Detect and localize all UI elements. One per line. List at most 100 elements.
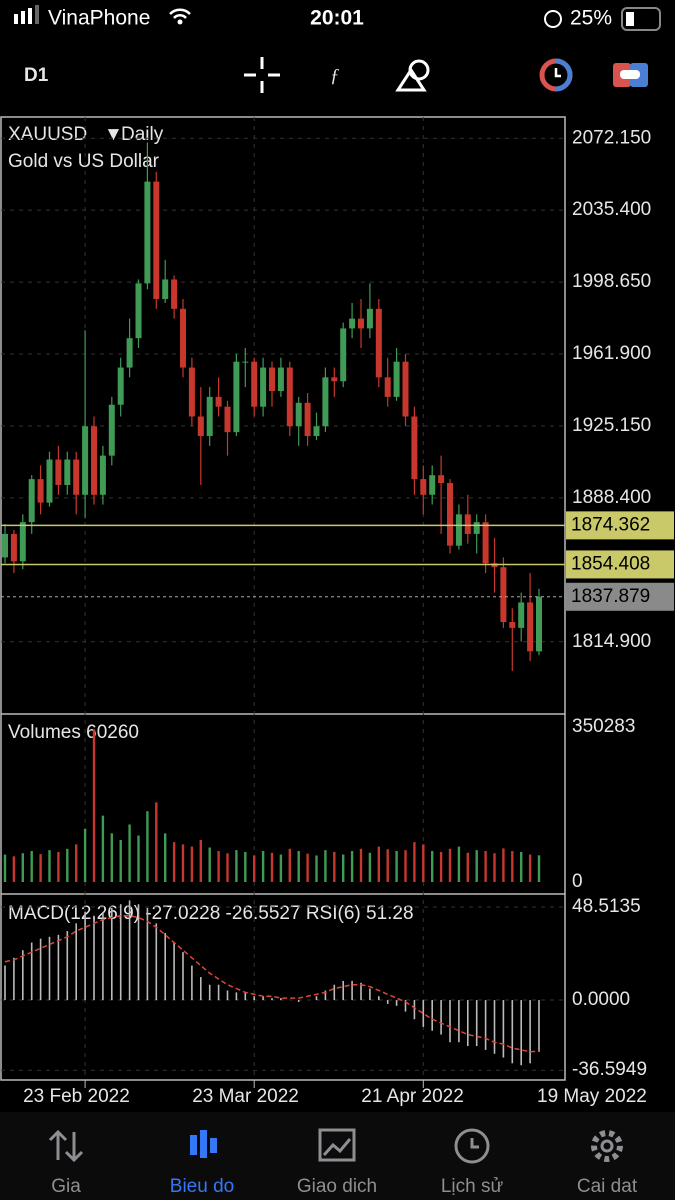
macd-histogram-bar xyxy=(386,1000,389,1004)
volume-bar xyxy=(137,835,140,882)
volume-bar xyxy=(244,851,247,882)
candle-body xyxy=(55,459,62,485)
macd-histogram-bar xyxy=(395,1000,398,1006)
candle-body xyxy=(384,377,391,397)
volume-bar xyxy=(386,849,389,882)
candle-body xyxy=(260,367,267,407)
volume-bar xyxy=(199,839,202,882)
volume-bar xyxy=(83,828,87,882)
macd-histogram-bar xyxy=(369,988,371,1001)
macd-histogram-bar xyxy=(342,980,344,1001)
date-label: 19 May 2022 xyxy=(537,1086,647,1107)
macd-title: MACD(12,26,9) -27.0228 -26.5527 RSI(6) 5… xyxy=(8,903,414,924)
macd-histogram-bar xyxy=(538,1000,540,1052)
crosshair-icon[interactable] xyxy=(244,57,280,93)
volume-bar xyxy=(537,855,541,882)
volume-bar xyxy=(12,856,16,882)
macd-histogram-bar xyxy=(413,1000,416,1020)
volume-bar xyxy=(395,851,398,882)
volume-bar xyxy=(39,854,42,882)
current-price-tag xyxy=(566,582,674,611)
candle-body xyxy=(269,367,275,392)
candle-body xyxy=(28,479,35,523)
volume-bar xyxy=(208,847,211,882)
volume-tick-label: 350283 xyxy=(572,716,635,737)
volume-bar xyxy=(75,844,78,882)
candle-body xyxy=(482,522,489,564)
macd-histogram-bar xyxy=(253,996,255,1001)
timeframe-button[interactable]: D1 xyxy=(24,65,49,86)
macd-histogram-bar xyxy=(128,900,131,1001)
macd-histogram-bar xyxy=(84,911,86,1001)
macd-histogram-bar xyxy=(164,932,166,1001)
toolbar: D1 ƒ xyxy=(24,57,648,93)
candle-body xyxy=(358,318,364,329)
macd-histogram-bar xyxy=(208,984,211,1001)
indicators-icon[interactable]: ƒ xyxy=(330,65,340,86)
volume-bar xyxy=(342,854,345,882)
candle-body xyxy=(10,533,17,562)
candle-body xyxy=(188,367,195,417)
objects-icon[interactable] xyxy=(395,59,430,92)
bottom-nav xyxy=(0,1112,675,1200)
one-click-icon[interactable] xyxy=(539,58,573,92)
volume-bar xyxy=(306,853,309,882)
macd-histogram-bar xyxy=(404,1000,407,1012)
macd-histogram-bar xyxy=(378,996,380,1001)
candle-body xyxy=(536,596,542,652)
macd-histogram-bar xyxy=(22,950,24,1001)
price-tick-label: 2072.150 xyxy=(572,127,651,148)
nav-tab[interactable]: Giao dich xyxy=(297,1176,377,1197)
current-price-label: 1837.879 xyxy=(571,586,650,607)
symbol[interactable]: XAUUSD xyxy=(8,124,87,145)
candle-body xyxy=(447,483,453,546)
nav-tab[interactable]: Cai dat xyxy=(577,1176,638,1197)
volume-tick-label: 0 xyxy=(572,871,583,892)
candle-body xyxy=(117,367,124,405)
volume-bar xyxy=(128,824,131,882)
candle-body xyxy=(153,181,160,300)
volume-bar xyxy=(422,844,425,882)
candle-body xyxy=(286,367,293,427)
clock: 20:01 xyxy=(310,7,364,30)
candle-body xyxy=(366,308,373,329)
macd-histogram-bar xyxy=(440,1000,442,1035)
volume-bar xyxy=(315,855,318,882)
volume-bar xyxy=(297,851,300,882)
volume-bar xyxy=(448,848,452,882)
macd-histogram-bar xyxy=(502,1000,505,1058)
macd-histogram-bar xyxy=(484,1000,487,1050)
volume-bar xyxy=(164,833,167,882)
volume-bar xyxy=(466,852,469,882)
symbol-description: Gold vs US Dollar xyxy=(8,151,160,172)
nav-tab[interactable]: Bieu do xyxy=(170,1176,234,1197)
volume-bar xyxy=(101,815,105,882)
candle-body xyxy=(473,522,480,534)
candle-body xyxy=(411,416,418,480)
macd-histogram-bar xyxy=(324,990,327,1001)
trade-icon[interactable] xyxy=(613,63,648,87)
volume-bar xyxy=(226,853,229,882)
candle-body xyxy=(144,181,151,284)
candle-body xyxy=(135,283,142,339)
macd-histogram-bar xyxy=(39,938,42,1001)
volume-bar xyxy=(439,851,443,882)
candle-body xyxy=(37,479,44,503)
volume-bar xyxy=(172,842,176,882)
candle-body xyxy=(464,514,471,534)
price-tick-label: 2035.400 xyxy=(572,199,651,220)
candle-body xyxy=(108,404,115,456)
macd-tick-label: 48.5135 xyxy=(572,896,641,917)
nav-tab[interactable]: Gia xyxy=(51,1176,81,1197)
volume-bar xyxy=(48,850,51,882)
nav-tab[interactable]: Lịch sử xyxy=(441,1176,504,1197)
macd-signal-line xyxy=(4,914,540,1053)
macd-histogram-bar xyxy=(155,923,158,1001)
candle-body xyxy=(224,406,231,433)
candle-body xyxy=(349,318,356,329)
macd-histogram-bar xyxy=(182,952,184,1001)
macd-histogram-bar xyxy=(57,934,60,1001)
candle-body xyxy=(180,308,186,368)
